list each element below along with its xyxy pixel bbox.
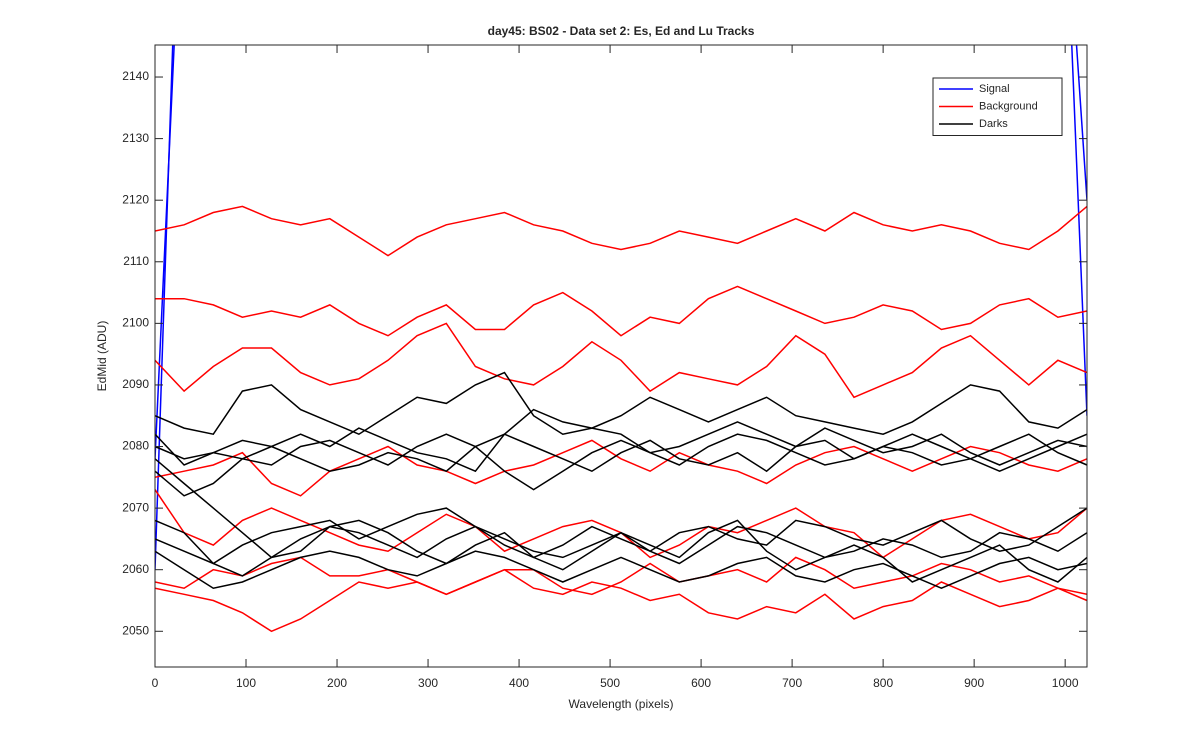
legend-label: Darks (979, 118, 1008, 130)
y-tick-label: 2070 (122, 500, 149, 514)
y-tick-label: 2120 (122, 192, 149, 206)
data-line (155, 458, 1087, 583)
x-tick-label: 200 (327, 676, 347, 690)
y-tick-label: 2050 (122, 623, 149, 637)
y-tick-label: 2110 (123, 254, 149, 268)
y-tick-label: 2090 (122, 377, 149, 391)
x-tick-label: 300 (418, 676, 438, 690)
data-line (155, 371, 1087, 436)
data-line (155, 556, 1087, 596)
data-line (155, 507, 1087, 565)
data-line (155, 433, 1087, 491)
x-tick-label: 800 (873, 676, 893, 690)
axes: 0 100 200 300 400 500 600 700 800 900 1000 2050 2060… (122, 45, 1087, 690)
y-tick-label: 2080 (122, 439, 149, 453)
y-axis-label: EdMid (ADU) (95, 321, 109, 392)
lines (155, 45, 1087, 633)
data-line (155, 205, 1087, 257)
data-line (155, 439, 1087, 497)
x-tick-label: 700 (782, 676, 802, 690)
x-tick-label: 600 (691, 676, 711, 690)
data-line (155, 408, 1087, 473)
data-line (155, 550, 1087, 590)
data-line (155, 285, 1087, 337)
y-tick-label: 2060 (122, 562, 149, 576)
x-tick-label: 0 (152, 676, 159, 690)
x-tick-label: 1000 (1052, 676, 1079, 690)
legend-label: Background (979, 100, 1038, 112)
legend: Signal Background Darks (932, 77, 1063, 136)
x-tick-label: 400 (509, 676, 529, 690)
axes-box (154, 44, 1088, 668)
legend-label: Signal (979, 83, 1010, 95)
y-tick-label: 2100 (122, 316, 149, 330)
plot-area (155, 45, 1087, 667)
data-line (155, 322, 1087, 399)
data-line (155, 433, 1087, 497)
x-tick-label: 500 (600, 676, 620, 690)
chart-title: day45: BS02 - Data set 2: Es, Ed and Lu … (488, 24, 755, 38)
y-tick-label: 2140 (122, 69, 149, 83)
x-axis-label: Wavelength (pixels) (569, 697, 674, 711)
data-line (155, 568, 1087, 633)
y-tick-label: 2130 (122, 131, 149, 145)
data-line (155, 45, 1087, 459)
x-tick-label: 100 (236, 676, 256, 690)
x-tick-label: 900 (964, 676, 984, 690)
